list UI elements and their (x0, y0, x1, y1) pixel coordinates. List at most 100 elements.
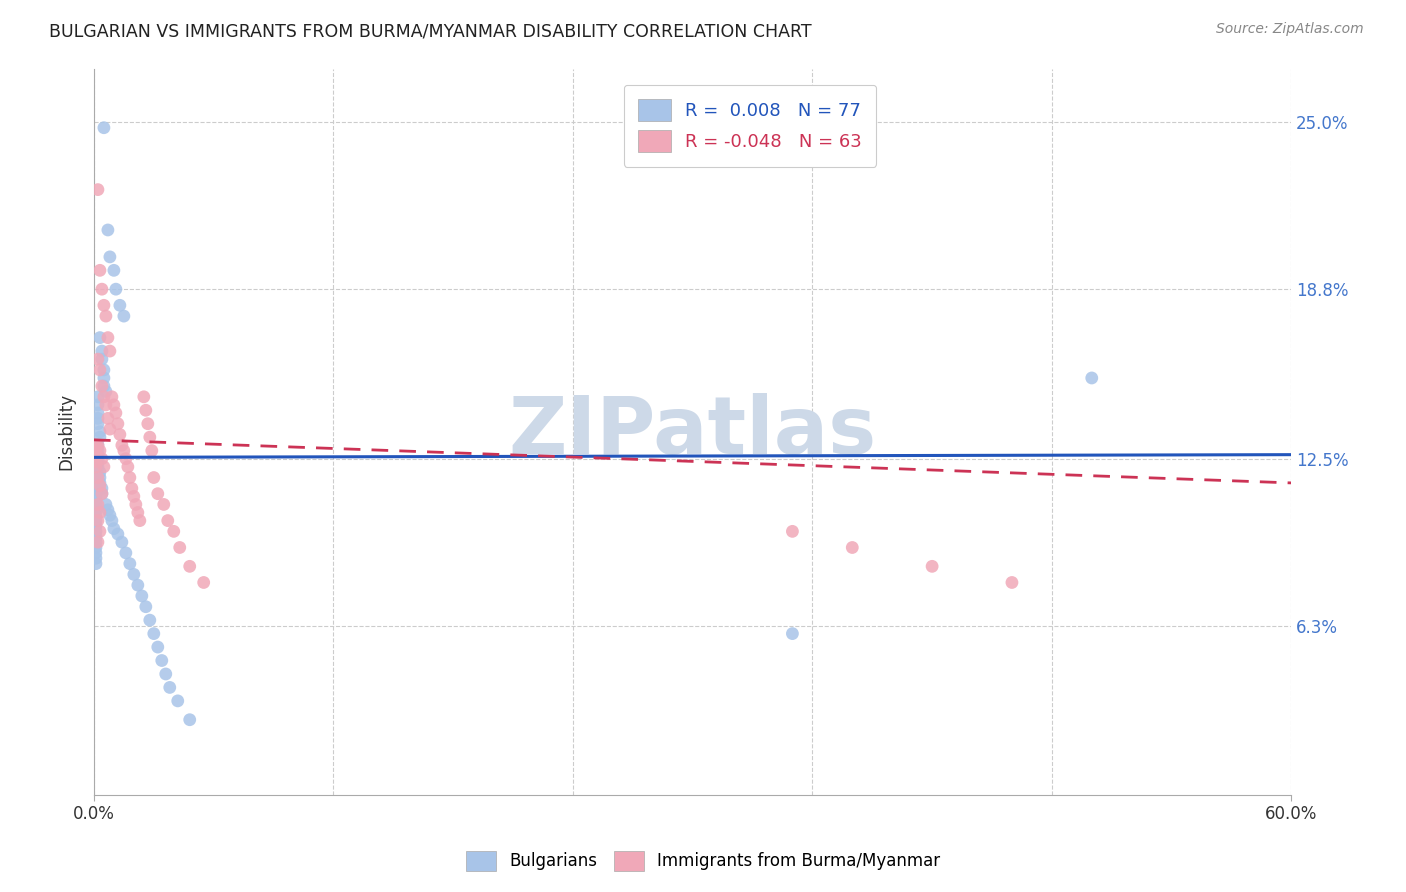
Point (84, 491, 107, 506)
Point (127, 578, 149, 592)
Point (131, 589, 153, 603)
Point (122, 489, 145, 503)
Point (159, 681, 181, 695)
Point (84, 449, 107, 463)
Point (93, 371, 115, 385)
Point (94, 384, 117, 399)
Point (87, 443, 110, 458)
Point (90, 451, 112, 466)
Point (118, 557, 141, 571)
Point (90, 486, 112, 500)
Point (93, 459, 115, 474)
Point (107, 417, 129, 431)
Legend: R =  0.008   N = 77, R = -0.048   N = 63: R = 0.008 N = 77, R = -0.048 N = 63 (624, 85, 876, 167)
Text: Source: ZipAtlas.com: Source: ZipAtlas.com (1216, 22, 1364, 37)
Point (87, 514, 110, 528)
Point (84, 530, 107, 544)
Text: BULGARIAN VS IMMIGRANTS FROM BURMA/MYANMAR DISABILITY CORRELATION CHART: BULGARIAN VS IMMIGRANTS FROM BURMA/MYANM… (49, 22, 811, 40)
Point (921, 559, 943, 574)
Point (84, 551, 107, 566)
Point (156, 514, 179, 528)
Point (84, 443, 107, 458)
Point (152, 498, 174, 512)
Point (136, 417, 159, 431)
Point (93, 390, 115, 404)
Point (87, 449, 110, 463)
Point (97, 223, 120, 237)
Point (98, 250, 121, 264)
Point (132, 390, 155, 404)
Point (87, 411, 110, 425)
Point (122, 567, 145, 582)
Point (127, 506, 149, 520)
Point (89, 465, 111, 479)
Point (135, 599, 157, 614)
Point (84, 443, 107, 458)
Point (97, 330, 120, 344)
Point (87, 417, 110, 431)
Point (125, 498, 148, 512)
Point (84, 438, 107, 452)
Point (84, 498, 107, 512)
Point (84, 454, 107, 468)
Point (87, 535, 110, 549)
Point (118, 470, 141, 484)
Point (84, 514, 107, 528)
Point (84, 557, 107, 571)
Point (782, 524, 804, 539)
Point (121, 481, 143, 495)
Point (139, 613, 162, 627)
Point (841, 541, 863, 555)
Y-axis label: Disability: Disability (58, 393, 75, 470)
Point (111, 438, 134, 452)
Point (84, 465, 107, 479)
Point (155, 667, 177, 681)
Point (107, 527, 129, 541)
Point (87, 352, 110, 367)
Point (101, 514, 124, 528)
Point (111, 535, 134, 549)
Point (103, 398, 125, 412)
Point (115, 546, 138, 560)
Point (87, 454, 110, 468)
Point (84, 454, 107, 468)
Point (93, 298, 115, 312)
Point (84, 470, 107, 484)
Point (104, 406, 127, 420)
Point (87, 183, 110, 197)
Point (90, 481, 112, 495)
Point (1081, 371, 1104, 385)
Point (84, 535, 107, 549)
Point (87, 438, 110, 452)
Legend: Bulgarians, Immigrants from Burma/Myanmar: Bulgarians, Immigrants from Burma/Myanma… (457, 842, 949, 880)
Point (89, 363, 111, 377)
Point (146, 486, 169, 500)
Point (90, 282, 112, 296)
Point (84, 449, 107, 463)
Point (84, 459, 107, 474)
Point (101, 390, 124, 404)
Point (89, 470, 111, 484)
Point (115, 451, 138, 466)
Point (104, 282, 127, 296)
Point (89, 443, 111, 458)
Point (93, 120, 115, 135)
Point (98, 508, 121, 523)
Point (87, 498, 110, 512)
Point (89, 263, 111, 277)
Point (179, 559, 201, 574)
Point (98, 344, 121, 359)
Point (84, 503, 107, 517)
Point (169, 541, 191, 555)
Point (90, 352, 112, 367)
Point (97, 503, 120, 517)
Point (84, 438, 107, 452)
Point (1001, 575, 1024, 590)
Point (84, 481, 107, 495)
Point (98, 422, 121, 436)
Point (782, 626, 804, 640)
Point (84, 524, 107, 539)
Point (87, 438, 110, 452)
Point (84, 541, 107, 555)
Point (84, 486, 107, 500)
